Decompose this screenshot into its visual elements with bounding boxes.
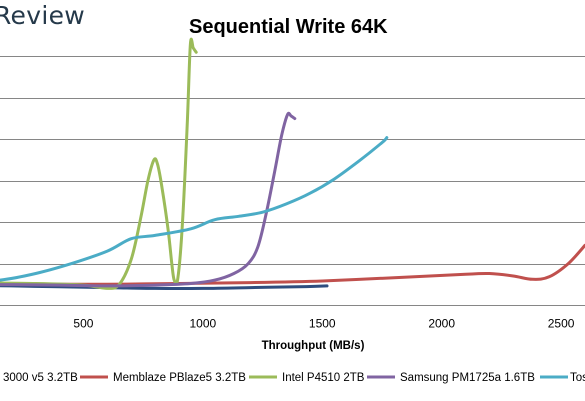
series-line-memblaze-pblaze5-3-2tb (0, 243, 585, 286)
x-tick-label: 2500 (548, 317, 575, 331)
legend-label: Memblaze PBlaze5 3.2TB (113, 372, 246, 384)
legend-label: Tos (570, 372, 585, 384)
x-axis-title: Throughput (MB/s) (262, 340, 365, 352)
series-line-tos (0, 136, 389, 282)
series-line-intel-p4510-2tb (0, 37, 198, 290)
series-line-samsung-pm1725a-1-6tb (0, 111, 297, 288)
grid-lines (0, 56, 585, 265)
legend-label: Samsung PM1725a 1.6TB (400, 372, 535, 384)
x-tick-labels: 500 1000 1500 2000 2500 (73, 317, 574, 331)
x-tick-label: 500 (73, 317, 93, 331)
legend: 3000 v5 3.2TB Memblaze PBlaze5 3.2TB Intel… (3, 372, 585, 384)
x-tick-label: 1000 (189, 317, 216, 331)
x-tick-label: 1500 (309, 317, 336, 331)
chart-title: Sequential Write 64K (189, 16, 388, 38)
series-lines (0, 37, 585, 291)
x-tick-label: 2000 (428, 317, 455, 331)
brand-logo-text: Review (0, 1, 85, 30)
legend-label: 3000 v5 3.2TB (3, 372, 78, 384)
legend-label: Intel P4510 2TB (282, 372, 365, 384)
